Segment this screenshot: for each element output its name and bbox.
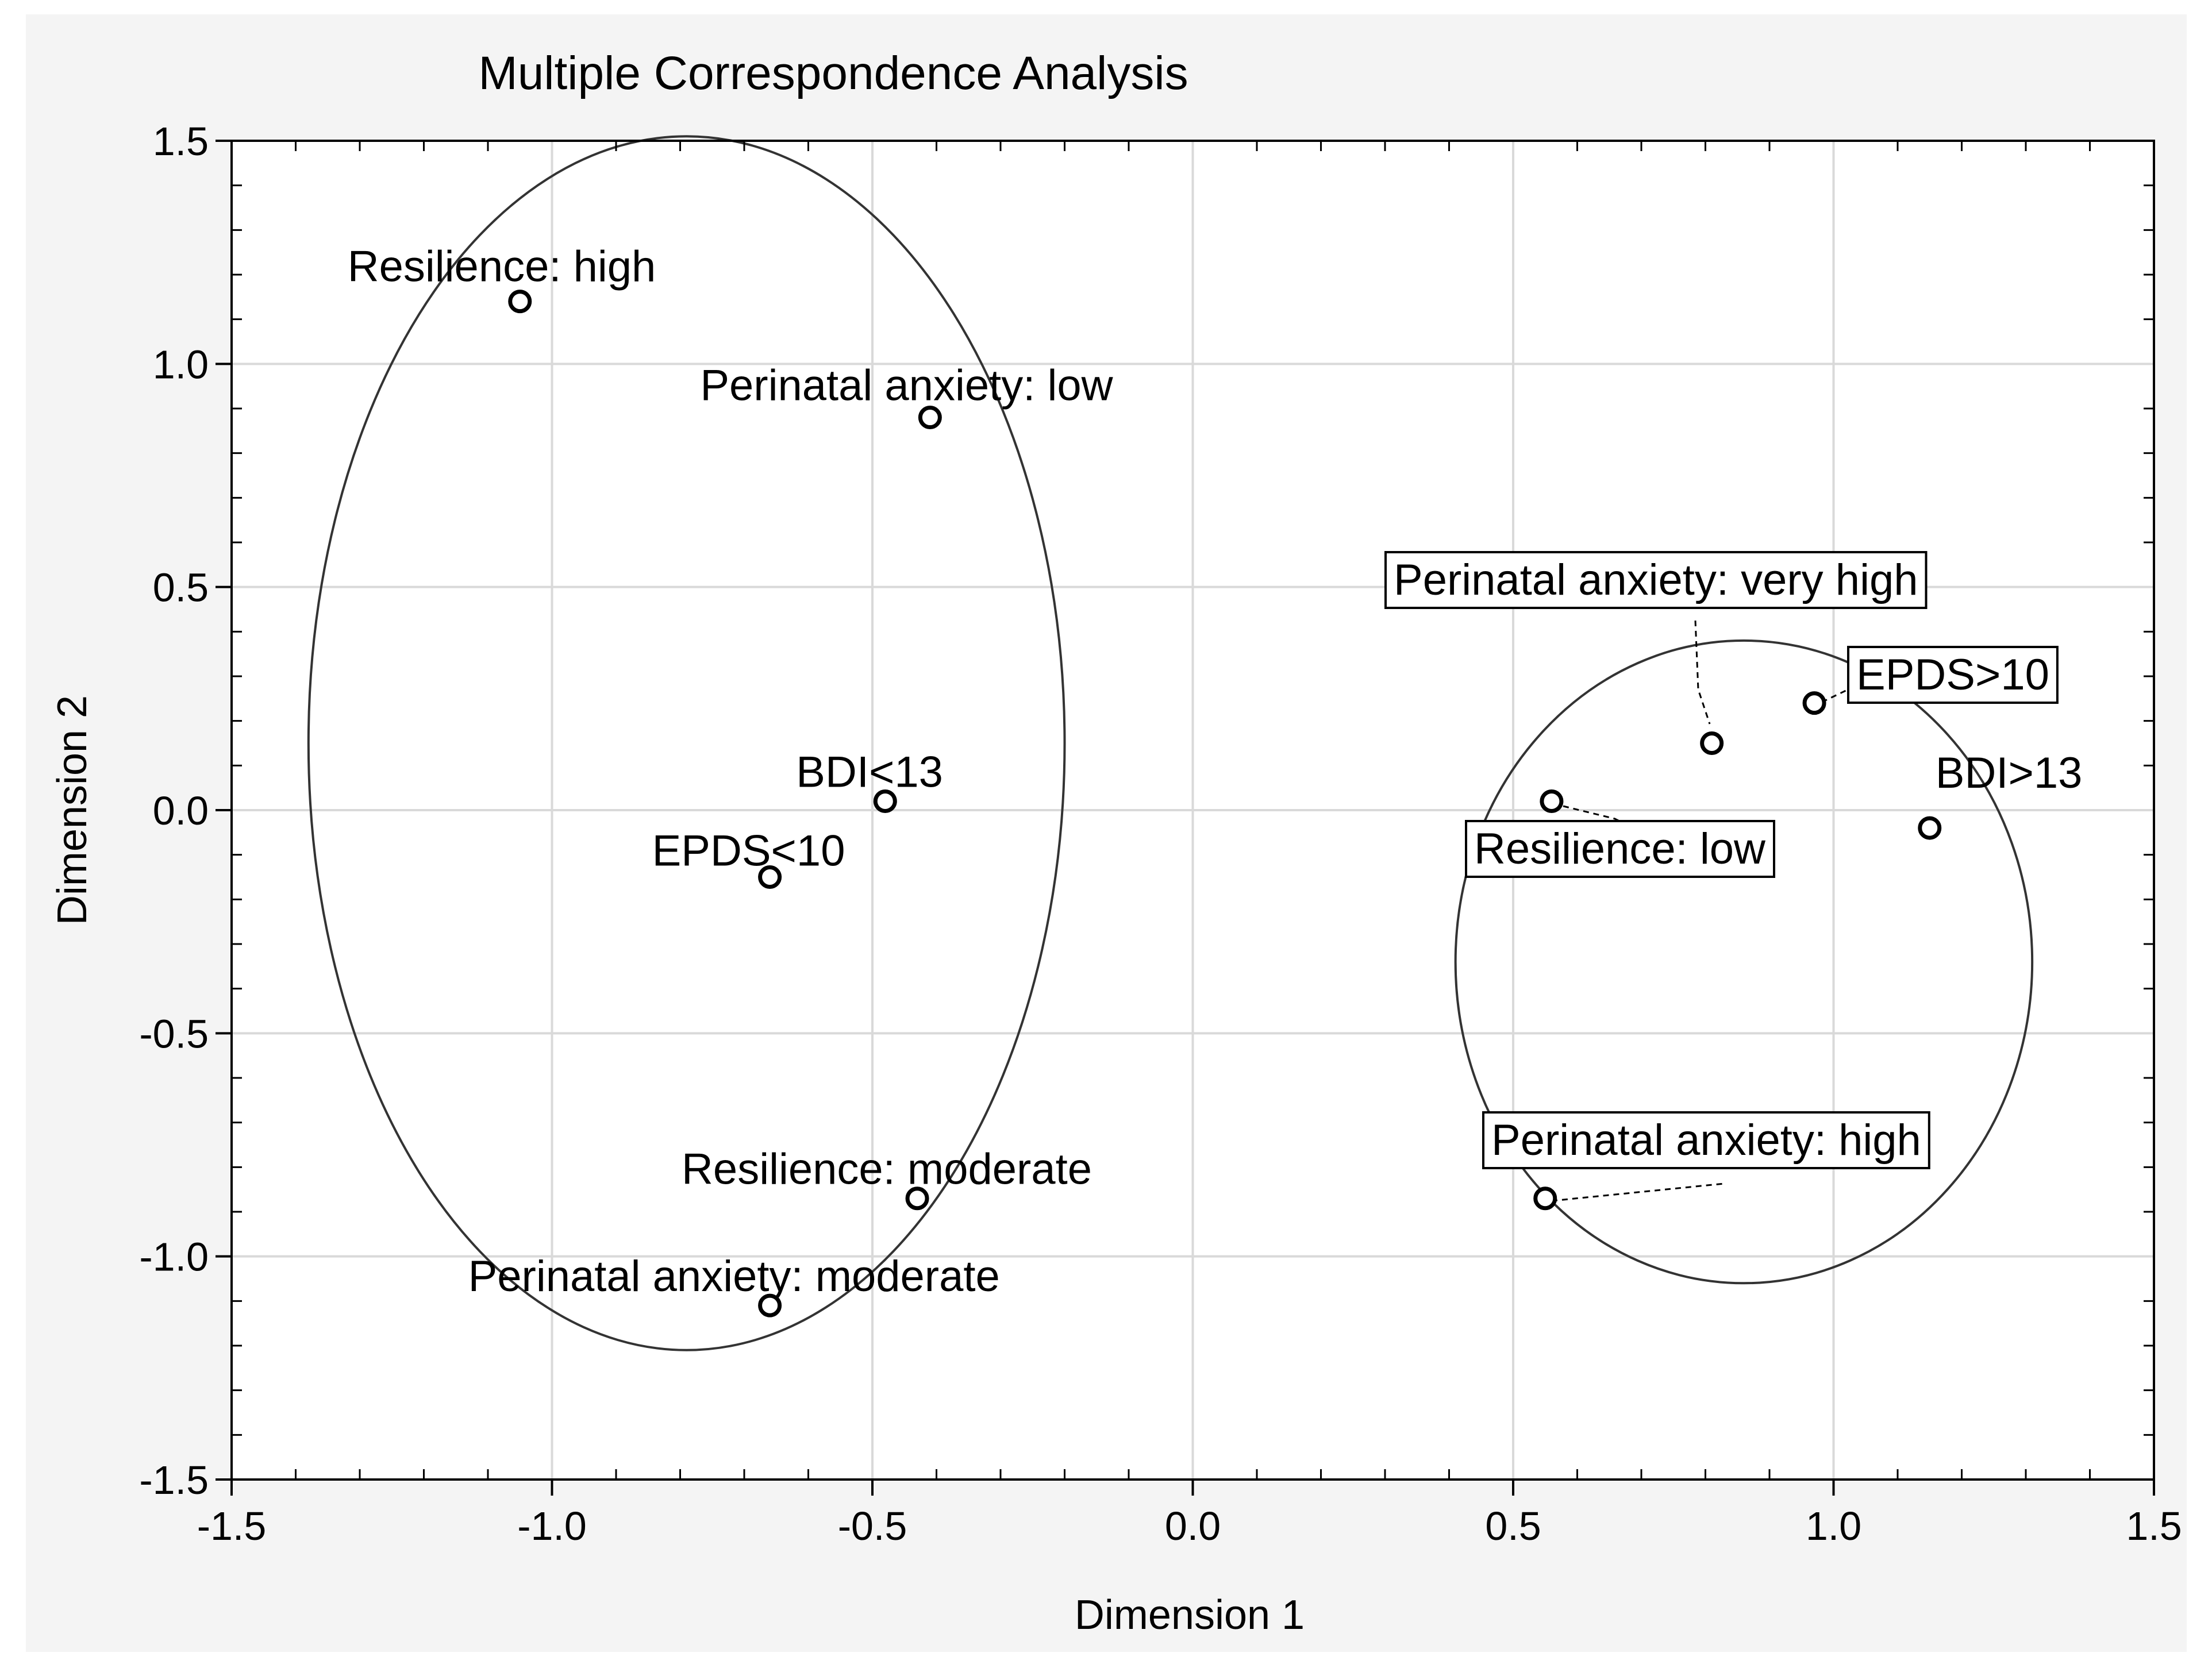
y-tick-label: 0.5 xyxy=(153,565,209,610)
point-label: Resilience: high xyxy=(348,242,656,291)
point-label: Resilience: low xyxy=(1474,825,1766,873)
point-labels: Resilience: high Perinatal anxiety: low BD… xyxy=(348,242,2083,1301)
x-tick-label: -1.0 xyxy=(517,1504,587,1548)
data-point-marker xyxy=(873,789,897,813)
data-point-marker xyxy=(1540,789,1564,813)
y-tick-label: -0.5 xyxy=(139,1011,209,1056)
y-tick-label: 0.0 xyxy=(153,788,209,833)
point-label-box xyxy=(1847,646,2059,704)
point-label: Perinatal anxiety: moderate xyxy=(468,1252,1000,1301)
data-point-marker xyxy=(758,1293,782,1317)
data-point-marker xyxy=(1802,691,1826,715)
point-label-box xyxy=(1384,551,1928,609)
data-point-marker xyxy=(1700,731,1724,755)
y-tick-label: 1.5 xyxy=(153,119,209,164)
cluster-ellipse-2 xyxy=(1454,639,2034,1285)
point-label: Perinatal anxiety: very high xyxy=(1394,556,1918,604)
chart-title: Multiple Correspondence Analysis xyxy=(478,47,1188,99)
y-tick-label: 1.0 xyxy=(153,342,209,387)
point-label: Resilience: moderate xyxy=(682,1145,1092,1194)
point-label-box xyxy=(1482,1111,1930,1169)
x-tick-label: 0.0 xyxy=(1165,1504,1221,1548)
leader-line xyxy=(1694,620,1711,725)
x-axis-label: Dimension 1 xyxy=(1075,1592,1305,1638)
data-point-marker xyxy=(1533,1186,1557,1211)
data-point-marker xyxy=(508,290,532,314)
x-tick-label: 0.5 xyxy=(1485,1504,1541,1548)
x-tick-label: 1.0 xyxy=(1806,1504,1861,1548)
plot-border xyxy=(230,140,2155,1481)
leader-line xyxy=(1551,1182,1725,1202)
point-label: Perinatal anxiety: low xyxy=(700,361,1113,410)
x-tick-label: 1.5 xyxy=(2126,1504,2182,1548)
data-point-marker xyxy=(1918,816,1942,840)
axis-ticks: -1.5 -1.0 -0.5 0.0 0.5 1.0 1.5 1.5 1.0 0.5 0.0 -0.5… xyxy=(139,119,2182,1548)
x-tick-label: -1.5 xyxy=(197,1504,267,1548)
y-tick-label: -1.0 xyxy=(139,1235,209,1280)
data-point-marker xyxy=(905,1186,929,1211)
cluster-ellipse-1 xyxy=(307,135,1066,1351)
point-label: EPDS<10 xyxy=(652,827,845,876)
data-point-marker xyxy=(758,865,782,889)
x-tick-label: -0.5 xyxy=(838,1504,907,1548)
point-label-box xyxy=(1465,820,1775,878)
y-tick-label: -1.5 xyxy=(139,1458,209,1503)
data-point-marker xyxy=(918,406,942,430)
data-points xyxy=(508,290,1942,1317)
point-label: EPDS>10 xyxy=(1856,650,2049,699)
point-label: Perinatal anxiety: high xyxy=(1491,1116,1921,1165)
point-label: BDI>13 xyxy=(1936,749,2083,798)
cluster-ellipses xyxy=(307,135,2034,1351)
point-label: BDI<13 xyxy=(796,748,943,796)
leader-line xyxy=(1821,687,1851,703)
y-axis-label: Dimension 2 xyxy=(49,695,95,925)
